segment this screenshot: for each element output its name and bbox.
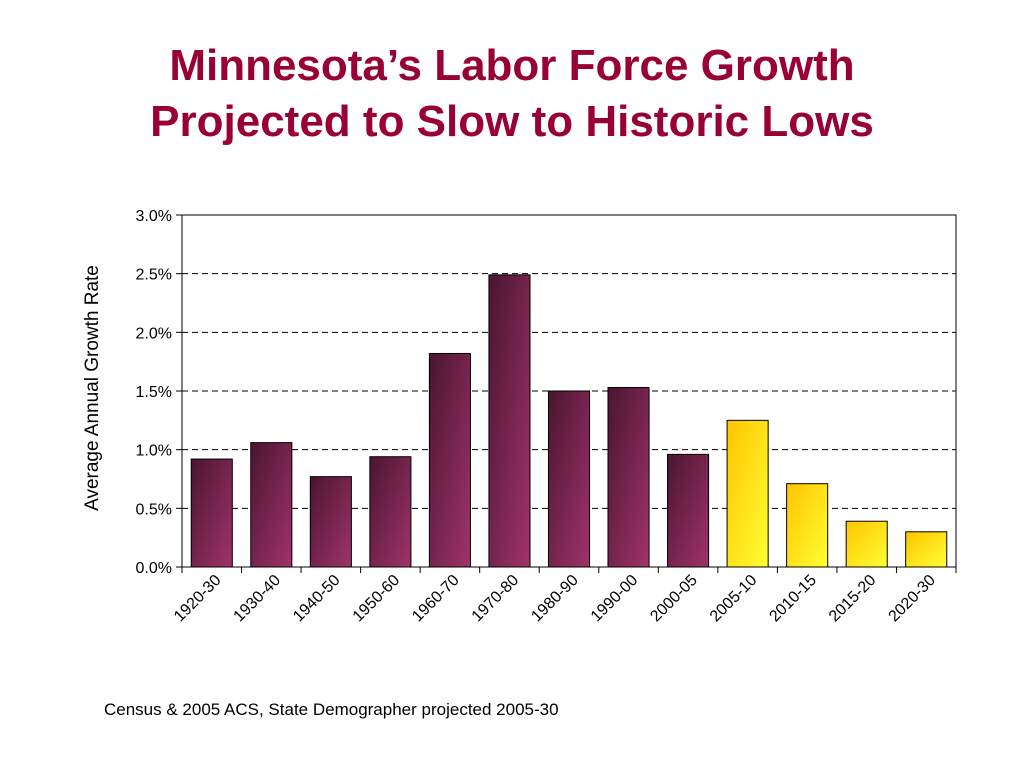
bar-1980-90 — [547, 390, 591, 568]
slide-title: Minnesota’s Labor Force Growth Projected… — [0, 38, 1024, 150]
x-tick-label: 1920-30 — [171, 572, 225, 626]
x-tick-label: 2005-10 — [707, 572, 761, 626]
bar-1970-80 — [488, 274, 531, 568]
x-tick-label: 1960-70 — [409, 572, 463, 626]
x-tick-label: 1940-50 — [290, 572, 344, 626]
y-tick-label: 3.0% — [136, 208, 172, 225]
x-tick-label: 1950-60 — [350, 572, 404, 626]
bar-1960-70 — [428, 352, 471, 568]
y-axis-label: Average Annual Growth Rate — [82, 265, 103, 511]
x-tick-label: 1990-00 — [588, 572, 642, 626]
slide-title-line-2: Projected to Slow to Historic Lows — [150, 97, 874, 146]
y-tick-label: 2.5% — [136, 267, 172, 284]
y-tick-label: 0.5% — [136, 501, 172, 518]
y-tick-label: 2.0% — [136, 325, 172, 342]
bar-2015-20 — [845, 520, 888, 568]
y-tick-label: 0.0% — [136, 560, 172, 577]
x-tick-label: 2000-05 — [647, 572, 701, 626]
slide-title-line-1: Minnesota’s Labor Force Growth — [169, 41, 855, 90]
bar-1990-00 — [607, 386, 650, 568]
x-tick-label: 1930-40 — [231, 572, 285, 626]
bar-1930-40 — [250, 442, 293, 568]
bar-1920-30 — [190, 458, 233, 568]
bar-1940-50 — [309, 476, 352, 568]
bar-2005-10 — [726, 419, 769, 568]
x-tick-label: 2020-30 — [886, 572, 940, 626]
y-tick-label: 1.5% — [136, 384, 172, 401]
bar-2010-15 — [786, 483, 829, 568]
growth-rate-bar-chart: 0.0% 0.5% 1.0% 1.5% 2.0% 2.5% 3.0% 1920-30 1930-… — [82, 208, 957, 626]
y-tick-label: 1.0% — [136, 443, 172, 460]
x-tick-label: 1980-90 — [528, 572, 582, 626]
x-tick-label: 2015-20 — [826, 572, 880, 626]
source-note: Census & 2005 ACS, State Demographer pro… — [104, 700, 559, 719]
x-tick-label: 1970-80 — [469, 572, 523, 626]
bar-2000-05 — [667, 453, 710, 568]
x-tick-label: 2010-15 — [766, 572, 820, 626]
bar-2020-30 — [905, 531, 948, 568]
bar-1950-60 — [369, 456, 412, 568]
